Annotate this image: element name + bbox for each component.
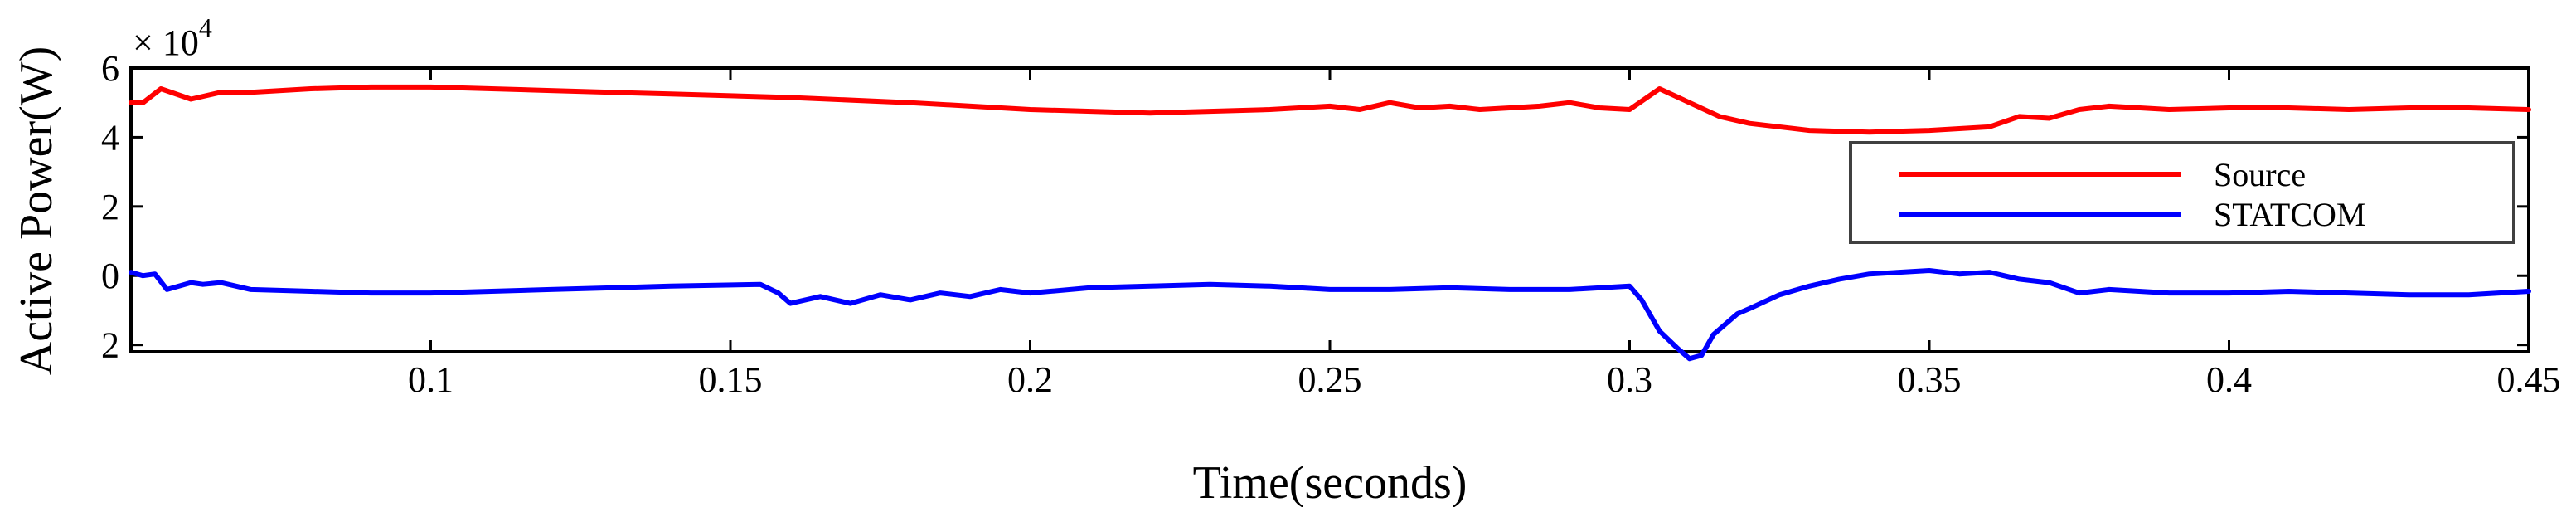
x-tick-label: 0.3 <box>1607 359 1652 400</box>
x-axis-ticks: 0.1 0.15 0.2 0.25 0.3 0.35 0.4 0.45 <box>408 68 2561 400</box>
legend-label-statcom: STATCOM <box>2214 196 2366 233</box>
y-tick-label: 4 <box>101 117 119 158</box>
y-axis-ticks: 2 0 2 4 6 <box>101 48 2529 366</box>
x-tick-label: 0.2 <box>1007 359 1053 400</box>
y-tick-label: 2 <box>101 187 119 227</box>
legend-box <box>1849 141 2515 244</box>
x-tick-label: 0.35 <box>1898 359 1962 400</box>
y-axis-title: Active Power(W) <box>11 46 62 376</box>
legend: Source STATCOM <box>1849 141 2515 244</box>
x-tick-label: 0.4 <box>2206 359 2252 400</box>
y-tick-label: 6 <box>101 48 119 89</box>
series-line-source <box>129 84 2531 135</box>
x-tick-label: 0.1 <box>408 359 454 400</box>
y-tick-label: 2 <box>101 325 119 366</box>
x-tick-label: 0.25 <box>1298 359 1362 400</box>
x-axis-title: Time(seconds) <box>1193 457 1467 507</box>
y-tick-label: 0 <box>101 256 119 296</box>
y-exponent-label: × 104 <box>133 12 212 63</box>
series-lines <box>129 84 2531 362</box>
x-tick-label: 0.45 <box>2497 359 2561 400</box>
x-tick-label: 0.15 <box>699 359 763 400</box>
y-exponent-power: 4 <box>199 12 212 42</box>
legend-label-source: Source <box>2214 156 2306 193</box>
series-line-statcom <box>129 268 2531 362</box>
